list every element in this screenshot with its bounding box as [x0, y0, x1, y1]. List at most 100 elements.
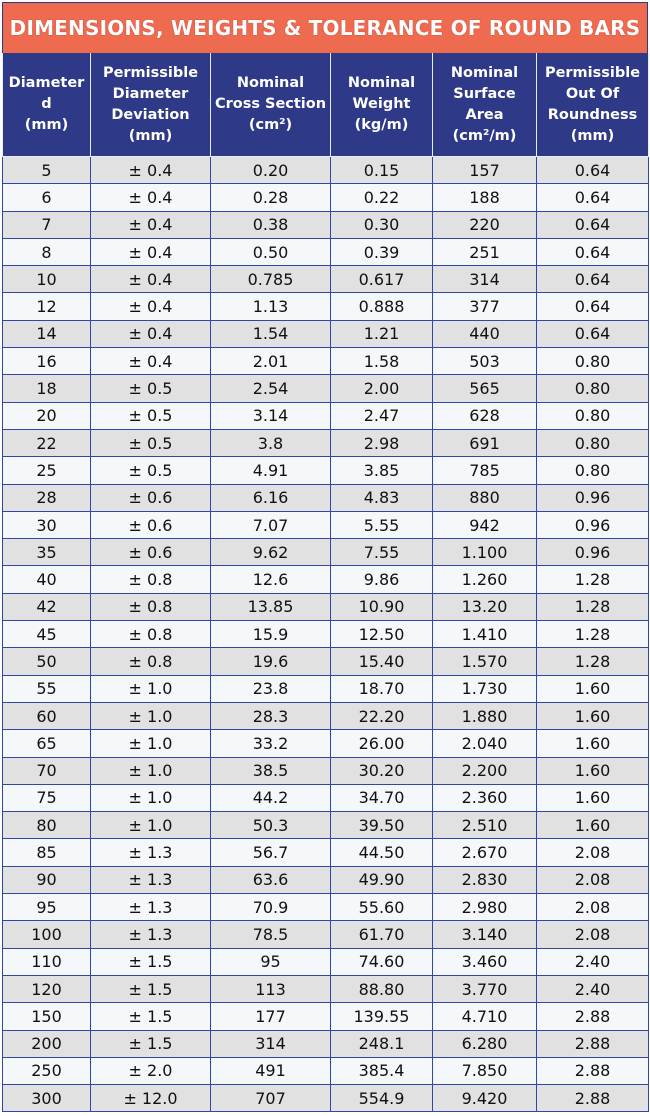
cell-out-of-roundness: 1.60	[536, 674, 649, 703]
cell-surface-area: 2.830	[432, 865, 537, 895]
cell-out-of-roundness: 0.80	[536, 347, 649, 376]
cell-cross-section: 38.5	[210, 756, 331, 785]
cell-weight: 26.00	[330, 729, 433, 758]
cell-weight: 0.15	[330, 155, 433, 185]
cell-out-of-roundness: 2.08	[536, 838, 649, 867]
header-surface-area: Nominal Surface Area (cm²/m)	[432, 53, 537, 157]
cell-deviation: ± 1.3	[90, 865, 211, 895]
cell-surface-area: 1.410	[432, 620, 537, 649]
header-diameter: Diameter d (mm)	[2, 53, 91, 157]
cell-deviation: ± 1.0	[90, 811, 211, 840]
table-row: 5 ± 0.4 0.20 0.15 157 0.64	[2, 155, 649, 185]
cell-surface-area: 1.570	[432, 647, 537, 676]
cell-out-of-roundness: 1.28	[536, 592, 649, 622]
cell-diameter: 25	[2, 456, 91, 485]
cell-deviation: ± 1.5	[90, 947, 211, 976]
cell-cross-section: 2.54	[210, 374, 331, 403]
cell-diameter: 150	[2, 1002, 91, 1031]
cell-cross-section: 19.6	[210, 647, 331, 676]
cell-weight: 30.20	[330, 756, 433, 785]
cell-weight: 2.47	[330, 401, 433, 430]
table-row: 95 ± 1.3 70.9 55.60 2.980 2.08	[2, 893, 649, 922]
cell-deviation: ± 0.6	[90, 538, 211, 567]
table-row: 250 ± 2.0 491 385.4 7.850 2.88	[2, 1056, 649, 1086]
cell-out-of-roundness: 0.64	[536, 265, 649, 294]
cell-surface-area: 691	[432, 428, 537, 458]
table-row: 300 ± 12.0 707 554.9 9.420 2.88	[2, 1084, 649, 1113]
cell-surface-area: 13.20	[432, 592, 537, 622]
cell-weight: 7.55	[330, 538, 433, 567]
cell-weight: 18.70	[330, 674, 433, 703]
table-row: 110 ± 1.5 95 74.60 3.460 2.40	[2, 947, 649, 976]
cell-cross-section: 177	[210, 1002, 331, 1031]
table-row: 20 ± 0.5 3.14 2.47 628 0.80	[2, 401, 649, 430]
cell-surface-area: 3.460	[432, 947, 537, 976]
cell-surface-area: 503	[432, 347, 537, 376]
cell-weight: 74.60	[330, 947, 433, 976]
cell-cross-section: 113	[210, 974, 331, 1004]
cell-out-of-roundness: 0.64	[536, 319, 649, 349]
cell-out-of-roundness: 0.64	[536, 210, 649, 239]
cell-cross-section: 491	[210, 1056, 331, 1086]
cell-out-of-roundness: 2.08	[536, 920, 649, 949]
cell-cross-section: 33.2	[210, 729, 331, 758]
cell-surface-area: 7.850	[432, 1056, 537, 1086]
table-title: DIMENSIONS, WEIGHTS & TOLERANCE OF ROUND…	[2, 2, 648, 53]
cell-weight: 248.1	[330, 1029, 433, 1058]
cell-deviation: ± 0.4	[90, 183, 211, 212]
cell-cross-section: 3.8	[210, 428, 331, 458]
table-row: 55 ± 1.0 23.8 18.70 1.730 1.60	[2, 674, 649, 703]
cell-cross-section: 4.91	[210, 456, 331, 485]
table-row: 120 ± 1.5 113 88.80 3.770 2.40	[2, 974, 649, 1004]
cell-surface-area: 314	[432, 265, 537, 294]
cell-cross-section: 0.20	[210, 155, 331, 185]
cell-weight: 2.98	[330, 428, 433, 458]
cell-diameter: 6	[2, 183, 91, 212]
table-row: 50 ± 0.8 19.6 15.40 1.570 1.28	[2, 647, 649, 676]
table-row: 200 ± 1.5 314 248.1 6.280 2.88	[2, 1029, 649, 1058]
cell-out-of-roundness: 1.60	[536, 811, 649, 840]
table-row: 25 ± 0.5 4.91 3.85 785 0.80	[2, 456, 649, 485]
table-row: 30 ± 0.6 7.07 5.55 942 0.96	[2, 510, 649, 540]
cell-surface-area: 220	[432, 210, 537, 239]
cell-surface-area: 2.670	[432, 838, 537, 867]
cell-weight: 139.55	[330, 1002, 433, 1031]
cell-diameter: 60	[2, 701, 91, 731]
cell-surface-area: 2.360	[432, 783, 537, 813]
cell-deviation: ± 0.6	[90, 510, 211, 540]
cell-diameter: 85	[2, 838, 91, 867]
cell-weight: 0.617	[330, 265, 433, 294]
cell-weight: 34.70	[330, 783, 433, 813]
cell-weight: 61.70	[330, 920, 433, 949]
cell-cross-section: 78.5	[210, 920, 331, 949]
cell-out-of-roundness: 1.28	[536, 565, 649, 594]
table-row: 35 ± 0.6 9.62 7.55 1.100 0.96	[2, 538, 649, 567]
cell-cross-section: 23.8	[210, 674, 331, 703]
cell-diameter: 20	[2, 401, 91, 430]
cell-diameter: 40	[2, 565, 91, 594]
cell-weight: 55.60	[330, 893, 433, 922]
cell-deviation: ± 1.5	[90, 1002, 211, 1031]
cell-cross-section: 2.01	[210, 347, 331, 376]
cell-cross-section: 7.07	[210, 510, 331, 540]
cell-weight: 10.90	[330, 592, 433, 622]
cell-weight: 554.9	[330, 1084, 433, 1113]
cell-deviation: ± 2.0	[90, 1056, 211, 1086]
cell-surface-area: 2.200	[432, 756, 537, 785]
cell-out-of-roundness: 1.28	[536, 647, 649, 676]
cell-surface-area: 880	[432, 483, 537, 512]
cell-diameter: 28	[2, 483, 91, 512]
cell-out-of-roundness: 2.88	[536, 1084, 649, 1113]
cell-deviation: ± 0.4	[90, 265, 211, 294]
cell-deviation: ± 12.0	[90, 1084, 211, 1113]
table-row: 40 ± 0.8 12.6 9.86 1.260 1.28	[2, 565, 649, 594]
cell-diameter: 250	[2, 1056, 91, 1086]
header-cross-section: Nominal Cross Section (cm²)	[210, 53, 331, 157]
table-row: 60 ± 1.0 28.3 22.20 1.880 1.60	[2, 701, 649, 731]
cell-diameter: 80	[2, 811, 91, 840]
cell-out-of-roundness: 2.88	[536, 1056, 649, 1086]
cell-diameter: 5	[2, 155, 91, 185]
cell-deviation: ± 0.4	[90, 292, 211, 321]
cell-surface-area: 157	[432, 155, 537, 185]
